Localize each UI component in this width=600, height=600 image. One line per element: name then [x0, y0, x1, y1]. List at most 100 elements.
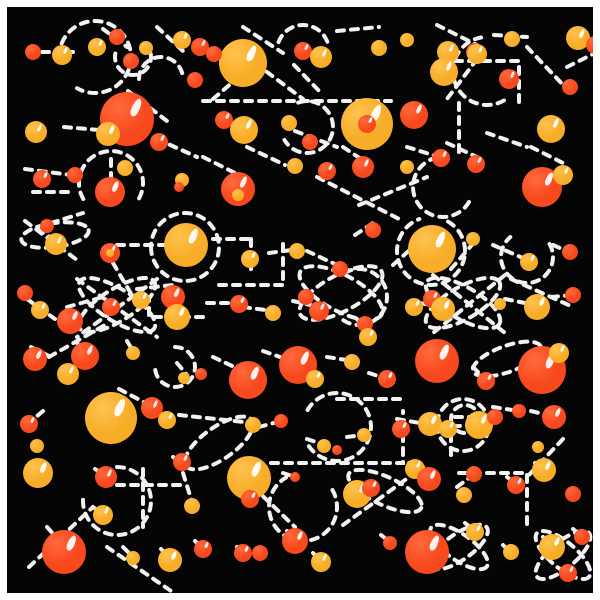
dashed-connector-line [445, 57, 479, 101]
sphere-yellow [418, 412, 442, 436]
dashed-orbit-ellipse [423, 275, 503, 331]
sphere-yellow [408, 225, 456, 273]
sphere-highlight [319, 303, 326, 311]
sphere-highlight [250, 251, 256, 259]
dashed-orbit-arc [57, 19, 133, 95]
sphere-red [123, 53, 139, 69]
dashed-orbit-arc [137, 55, 185, 81]
sphere-yellow [117, 160, 133, 176]
sphere-yellow [520, 253, 538, 271]
dashed-connector-path [357, 175, 429, 207]
sphere-red [466, 466, 482, 482]
sphere-highlight [167, 412, 173, 420]
sphere-yellow [178, 372, 190, 384]
sphere-red [194, 540, 212, 558]
sphere-red [274, 414, 288, 428]
dashed-orbit-ellipse [533, 528, 593, 582]
sphere-highlight [249, 364, 261, 380]
sphere-red [215, 111, 233, 129]
dashed-connector-line [485, 131, 529, 149]
sphere-highlight [559, 345, 566, 353]
sphere-red [195, 368, 207, 380]
dashed-connector-line [305, 249, 339, 267]
sphere-yellow [504, 31, 520, 47]
sphere-highlight [428, 534, 441, 552]
sphere-yellow [281, 115, 297, 131]
dashed-orbit-ellipse [346, 467, 424, 515]
sphere-red [42, 530, 86, 574]
sphere-yellow [158, 548, 182, 572]
sphere-yellow [96, 122, 120, 146]
sphere-highlight [367, 116, 373, 124]
sphere-highlight [244, 118, 253, 130]
sphere-highlight [429, 469, 437, 479]
sphere-red [417, 467, 441, 491]
sphere-yellow [93, 505, 113, 525]
sphere-red [33, 170, 51, 188]
dashed-orbit-ellipse [76, 276, 158, 334]
sphere-highlight [38, 461, 48, 473]
sphere-yellow [532, 458, 556, 482]
dashed-connector-line [525, 45, 569, 91]
sphere-red [562, 244, 578, 260]
sphere-highlight [552, 536, 561, 547]
sphere-highlight [224, 112, 230, 120]
sphere-highlight [315, 371, 321, 379]
sphere-red [542, 405, 566, 429]
sphere-red [229, 361, 267, 399]
sphere-yellow [503, 544, 519, 560]
sphere-highlight [578, 28, 586, 38]
sphere-highlight [438, 343, 451, 361]
sphere-red [102, 298, 120, 316]
sphere-red [57, 308, 83, 334]
sphere-red [67, 167, 83, 183]
sphere-red [565, 287, 581, 303]
sphere-red [400, 101, 428, 129]
sphere-highlight [65, 534, 78, 552]
dashed-orbit-arc [305, 391, 373, 463]
sphere-highlight [108, 124, 116, 134]
sphere-highlight [244, 44, 259, 63]
sphere-yellow [232, 189, 244, 201]
sphere-highlight [200, 39, 206, 47]
sphere-highlight [239, 296, 245, 304]
sphere-yellow [466, 232, 480, 246]
sphere-red [362, 479, 380, 497]
dashed-orbit-arc [282, 99, 335, 155]
sphere-highlight [35, 349, 43, 359]
sphere-yellow [431, 297, 455, 321]
sphere-yellow [532, 441, 544, 453]
sphere-highlight [112, 397, 128, 418]
sphere-red [467, 155, 485, 173]
sphere-red [565, 486, 581, 502]
dashed-connector-line [177, 413, 255, 425]
sphere-yellow [310, 46, 332, 68]
sphere-highlight [128, 97, 145, 119]
sphere-yellow [311, 552, 331, 572]
sphere-red [477, 372, 495, 390]
sphere-highlight [239, 175, 249, 189]
sphere-highlight [430, 414, 438, 424]
sphere-red [415, 339, 459, 383]
sphere-yellow [106, 249, 114, 257]
sphere-red [141, 397, 163, 419]
sphere-highlight [387, 371, 393, 379]
sphere-highlight [448, 43, 455, 52]
sphere-yellow [437, 41, 459, 63]
dashed-connector-line [241, 305, 275, 313]
sphere-red [241, 490, 259, 508]
sphere-yellow [85, 392, 137, 444]
sphere-red [173, 453, 191, 471]
sphere-highlight [111, 299, 117, 307]
sphere-highlight [568, 565, 574, 573]
sphere-red [512, 404, 526, 418]
dashed-connector-line [565, 51, 593, 69]
sphere-highlight [529, 254, 535, 262]
sphere-yellow [466, 523, 484, 541]
sphere-red [574, 529, 590, 545]
dashed-connector-line [241, 25, 285, 55]
sphere-yellow [430, 58, 458, 86]
sphere-highlight [414, 103, 423, 115]
sphere-yellow [467, 44, 487, 64]
sphere-highlight [299, 349, 311, 365]
